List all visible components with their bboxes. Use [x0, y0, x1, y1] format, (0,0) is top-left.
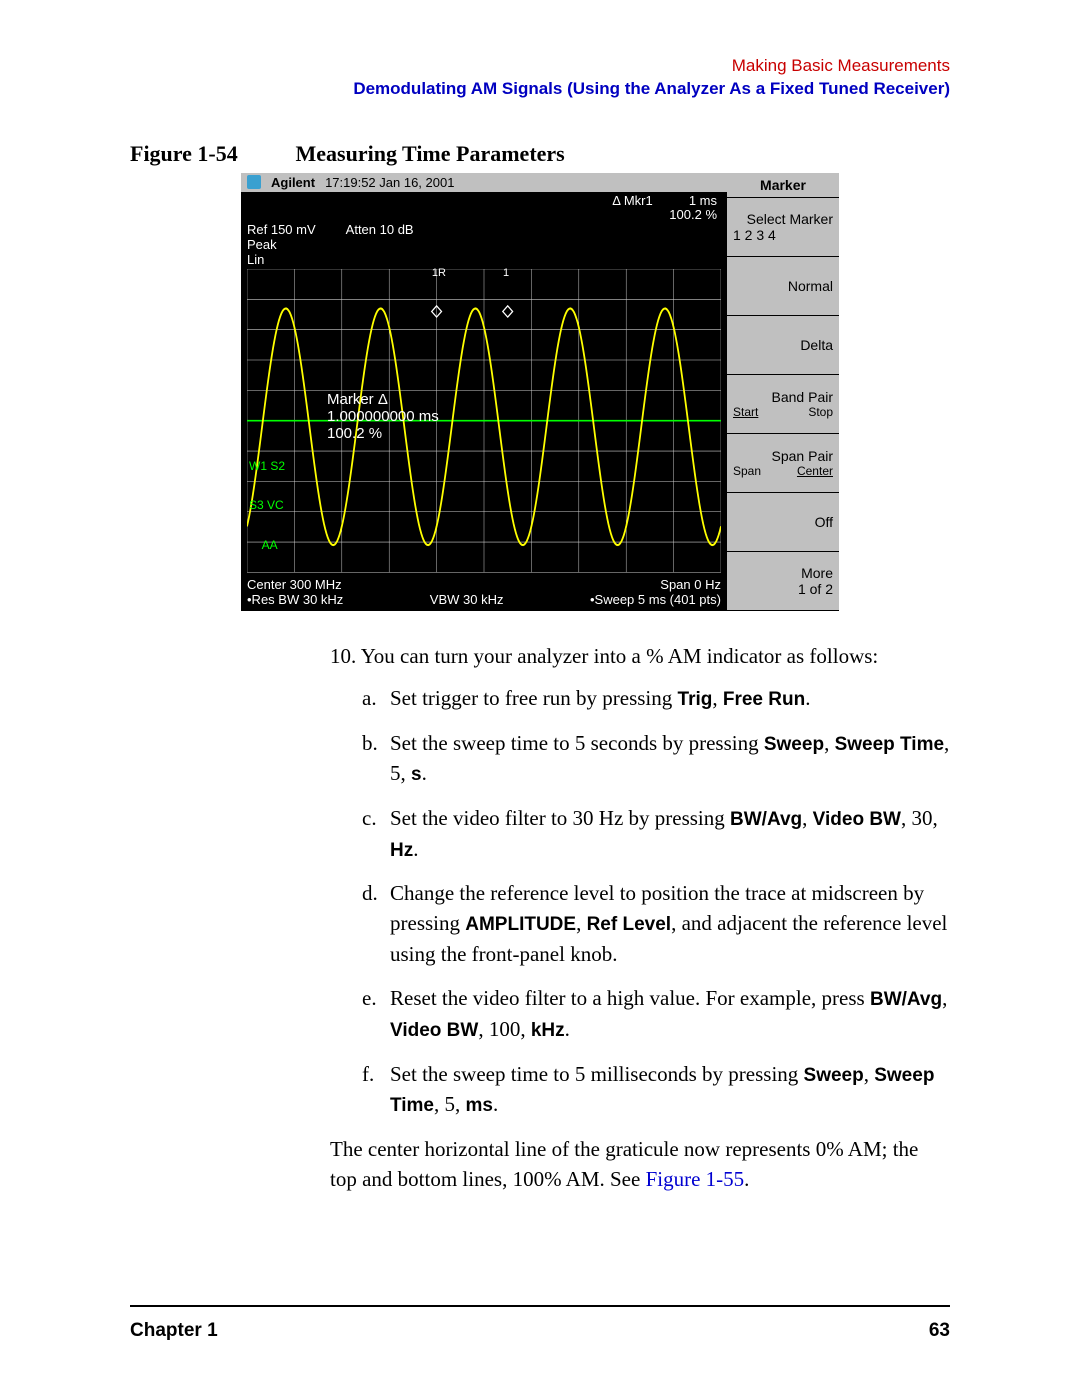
softkey-select-marker-sub: 1 2 3 4 — [733, 227, 833, 243]
softkey-off[interactable]: Off — [727, 493, 839, 552]
softkey-span-pair-sub: Span Center — [733, 464, 833, 478]
marker-header-val2: 100.2 % — [669, 207, 717, 222]
scope-bottom-left: Center 300 MHz •Res BW 30 kHz — [247, 577, 343, 607]
span: Span 0 Hz — [590, 577, 721, 592]
scope-plot: W1 S2 S3 VC AA Marker Δ 1.000000000 ms 1… — [247, 269, 721, 572]
sweep: •Sweep 5 ms (401 pts) — [590, 592, 721, 607]
running-head-line1: Making Basic Measurements — [130, 55, 950, 78]
scope-marker-readout: Marker Δ 1.000000000 ms 100.2 % — [327, 391, 439, 443]
scope-left: Agilent 17:19:52 Jan 16, 2001 Δ Mkr1 1 m… — [241, 173, 727, 611]
ref-atten: Atten 10 dB — [346, 222, 414, 267]
marker-readout-l1: Marker Δ — [327, 391, 439, 408]
running-head-line2: Demodulating AM Signals (Using the Analy… — [130, 78, 950, 101]
figure-link[interactable]: Figure 1-55 — [646, 1167, 745, 1191]
step-10-intro: You can turn your analyzer into a % AM i… — [361, 644, 879, 668]
sub-steps: a. Set trigger to free run by pressing T… — [330, 683, 950, 1119]
analyzer-screenshot: Agilent 17:19:52 Jan 16, 2001 Δ Mkr1 1 m… — [241, 173, 839, 611]
marker-readout-l3: 100.2 % — [327, 425, 439, 442]
softkey-band-pair[interactable]: Band Pair Start Stop — [727, 375, 839, 434]
marker-header-val1: 1 ms — [689, 193, 717, 208]
scope-titlebar: Agilent 17:19:52 Jan 16, 2001 — [241, 173, 727, 192]
figure-wrap: Agilent 17:19:52 Jan 16, 2001 Δ Mkr1 1 m… — [130, 173, 950, 611]
side-s3: S3 VC — [249, 499, 289, 512]
softkey-select-marker-label: Select Marker — [733, 211, 833, 227]
footer-rule — [130, 1305, 950, 1307]
scope-refline: Ref 150 mV Peak Lin Atten 10 dB — [241, 222, 727, 267]
softkey-delta[interactable]: Delta — [727, 316, 839, 375]
scope-bottom: Center 300 MHz •Res BW 30 kHz VBW 30 kHz… — [241, 575, 727, 611]
substep-c: c. Set the video filter to 30 Hz by pres… — [362, 803, 950, 864]
substep-a: a. Set trigger to free run by pressing T… — [362, 683, 950, 714]
side-aa: AA — [249, 539, 289, 552]
closing-post: . — [744, 1167, 749, 1191]
softkey-span-pair-label: Span Pair — [733, 448, 833, 464]
marker-tick-1r: 1R — [432, 267, 446, 279]
closing-paragraph: The center horizontal line of the gratic… — [330, 1134, 950, 1195]
softkey-title: Marker — [727, 173, 839, 198]
body-text: 10. You can turn your analyzer into a % … — [330, 641, 950, 1195]
softkey-span-pair[interactable]: Span Pair Span Center — [727, 434, 839, 493]
side-w1: W1 S2 — [249, 460, 289, 473]
softkey-more-sub: 1 of 2 — [733, 581, 833, 597]
center-freq: Center 300 MHz — [247, 577, 343, 592]
scope-marker-header: Δ Mkr1 1 ms 100.2 % — [241, 192, 727, 223]
footer: Chapter 1 63 — [130, 1320, 950, 1342]
ref-level: Ref 150 mV — [247, 222, 316, 237]
scope-side-annotation: W1 S2 S3 VC AA — [249, 433, 289, 578]
scope-ref-col: Ref 150 mV Peak Lin — [247, 222, 316, 267]
softkey-more-label: More — [733, 565, 833, 581]
softkey-select-marker[interactable]: Select Marker 1 2 3 4 — [727, 198, 839, 257]
marker-header-label: Δ Mkr1 — [612, 193, 652, 208]
softkey-more[interactable]: More 1 of 2 — [727, 552, 839, 611]
scope-timestamp: 17:19:52 Jan 16, 2001 — [325, 175, 454, 190]
softkey-normal[interactable]: Normal — [727, 257, 839, 316]
scope-brand: Agilent — [271, 175, 315, 190]
softkey-band-pair-label: Band Pair — [733, 389, 833, 405]
closing-pre: The center horizontal line of the gratic… — [330, 1137, 918, 1191]
agilent-logo-icon — [247, 175, 261, 189]
substep-b: b. Set the sweep time to 5 seconds by pr… — [362, 728, 950, 789]
softkey-panel: Marker Select Marker 1 2 3 4 Normal Delt… — [727, 173, 839, 611]
figure-caption: Figure 1-54 Measuring Time Parameters — [130, 141, 950, 167]
scope-plot-svg — [247, 269, 721, 572]
vbw: VBW 30 kHz — [430, 592, 504, 607]
step-10: 10. You can turn your analyzer into a % … — [330, 641, 950, 671]
marker-readout-l2: 1.000000000 ms — [327, 408, 439, 425]
res-bw: •Res BW 30 kHz — [247, 592, 343, 607]
marker-tick-1: 1 — [503, 267, 509, 279]
scope-bottom-right: Span 0 Hz •Sweep 5 ms (401 pts) — [590, 577, 721, 607]
softkey-band-pair-sub: Start Stop — [733, 405, 833, 419]
ref-lin: Lin — [247, 252, 316, 267]
figure-number: Figure 1-54 — [130, 141, 290, 167]
footer-page-number: 63 — [929, 1320, 950, 1342]
footer-chapter: Chapter 1 — [130, 1320, 218, 1342]
figure-title: Measuring Time Parameters — [296, 141, 565, 166]
running-head: Making Basic Measurements Demodulating A… — [130, 55, 950, 101]
ref-peak: Peak — [247, 237, 316, 252]
substep-d: d. Change the reference level to positio… — [362, 878, 950, 969]
substep-e: e. Reset the video filter to a high valu… — [362, 983, 950, 1044]
substep-f: f. Set the sweep time to 5 milliseconds … — [362, 1059, 950, 1120]
